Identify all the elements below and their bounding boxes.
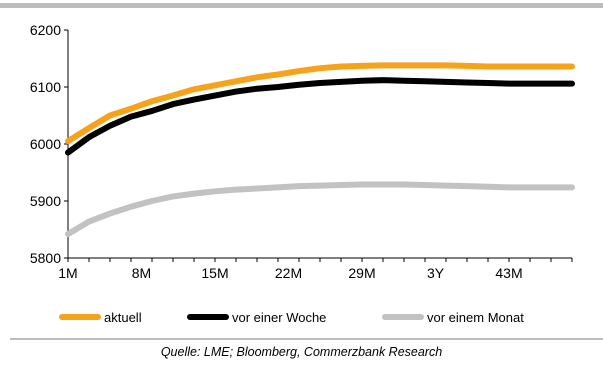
legend-label-aktuell: aktuell: [104, 310, 142, 325]
top-divider: [0, 3, 603, 8]
x-tick-label: 3Y: [427, 265, 445, 281]
legend-label-vor-einer-Woche: vor einer Woche: [232, 310, 326, 325]
x-tick-label: 1M: [58, 265, 77, 281]
series-line-vor-einem-Monat: [65, 181, 575, 238]
price-curve-chart: 5800 5900 6000 6100 6200 1M 8M 15M 22M 29M 3Y 43M ak…: [30, 22, 575, 325]
y-tick-label: 6200: [30, 22, 61, 38]
x-tick-label: 15M: [201, 265, 228, 281]
series-line-aktuell: [65, 62, 575, 145]
bottom-divider: [10, 338, 603, 340]
y-tick-label: 5800: [30, 250, 61, 266]
x-tick-label: 8M: [132, 265, 151, 281]
x-tick-label: 29M: [348, 265, 375, 281]
y-tick-label: 5900: [30, 193, 61, 209]
y-tick-label: 6000: [30, 136, 61, 152]
source-note: Quelle: LME; Bloomberg, Commerzbank Rese…: [160, 345, 443, 359]
legend-label-vor-einem-Monat: vor einem Monat: [427, 310, 524, 325]
y-tick-label: 6100: [30, 79, 61, 95]
x-tick-label: 22M: [275, 265, 302, 281]
series-line-vor-einer-Woche: [65, 77, 575, 156]
x-tick-label: 43M: [495, 265, 522, 281]
